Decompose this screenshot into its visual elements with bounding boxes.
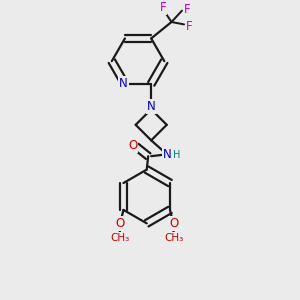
Text: CH₃: CH₃ bbox=[164, 233, 184, 243]
Text: N: N bbox=[147, 100, 156, 113]
Text: O: O bbox=[128, 139, 137, 152]
Text: F: F bbox=[160, 2, 166, 14]
Text: N: N bbox=[163, 148, 172, 161]
Text: O: O bbox=[115, 217, 124, 230]
Text: F: F bbox=[184, 3, 190, 16]
Text: N: N bbox=[119, 77, 128, 90]
Text: O: O bbox=[169, 217, 178, 230]
Text: CH₃: CH₃ bbox=[110, 233, 129, 243]
Text: F: F bbox=[186, 20, 193, 33]
Text: H: H bbox=[173, 150, 180, 160]
